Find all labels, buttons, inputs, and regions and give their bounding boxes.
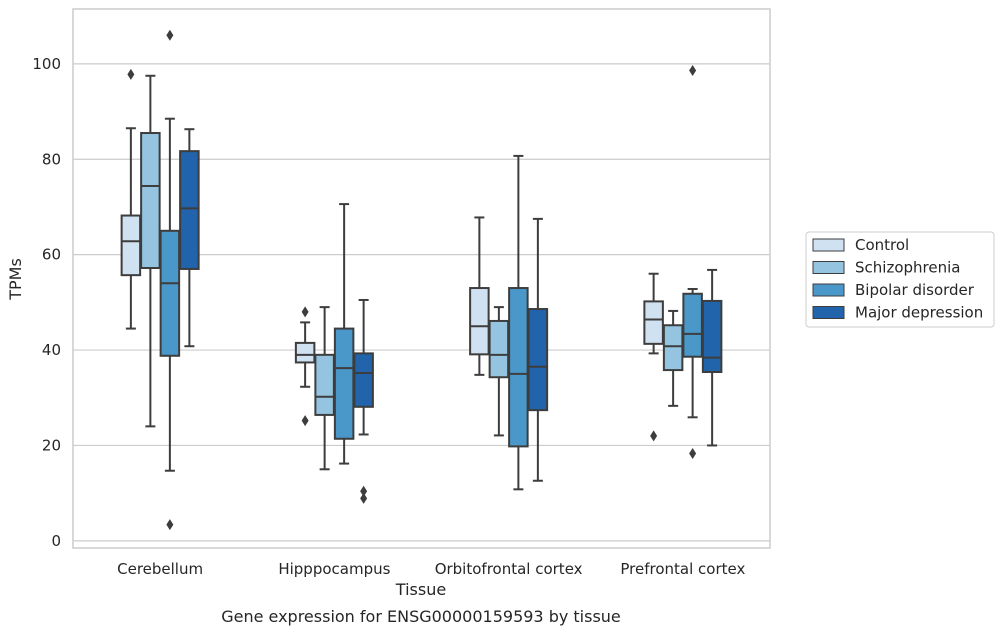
iqr-box [333, 327, 355, 440]
y-tick-label: 60 [42, 246, 61, 264]
box-major-depression-0 [179, 128, 200, 348]
y-axis-title: TPMs [6, 258, 25, 301]
iqr-box [294, 341, 316, 364]
legend-swatch [812, 306, 845, 319]
plot-area-frame [72, 8, 771, 549]
x-tick-labels: Cerebellum Hipppocampus Orbitofrontal cort… [117, 560, 745, 578]
legend-label: Schizophrenia [855, 259, 960, 277]
x-axis-title: Tissue [395, 580, 446, 599]
x-tick-label: Prefrontal cortex [620, 560, 745, 578]
y-tick-label: 80 [42, 150, 61, 168]
legend-label: Major depression [855, 304, 983, 322]
box-major-depression-1 [353, 298, 374, 504]
outlier-point [301, 415, 309, 427]
box-schizophrenia-0 [140, 74, 161, 428]
iqr-box [159, 229, 181, 357]
legend-label: Control [855, 236, 909, 254]
outlier-point [166, 29, 174, 41]
legend-swatch [812, 261, 845, 274]
iqr-box [469, 287, 490, 356]
iqr-box [120, 214, 142, 277]
iqr-box [701, 299, 723, 373]
box-control-2 [469, 216, 490, 376]
y-tick-label: 40 [42, 341, 61, 359]
outlier-point [689, 448, 697, 460]
box-major-depression-3 [701, 268, 723, 447]
iqr-box [643, 300, 664, 345]
outlier-point [689, 65, 697, 77]
iqr-box [314, 353, 335, 416]
iqr-box [488, 319, 510, 379]
outlier-point [360, 492, 368, 504]
iqr-box [179, 150, 200, 270]
iqr-box [662, 324, 684, 372]
box-bipolar-disorder-0 [159, 29, 181, 531]
box-control-3 [643, 272, 664, 442]
iqr-box [140, 132, 161, 270]
legend-swatch [812, 238, 845, 252]
legend-frame [805, 231, 995, 328]
x-tick-label: Cerebellum [117, 560, 203, 578]
box-groups [120, 29, 723, 531]
y-tick-label: 0 [51, 532, 61, 550]
y-tick-labels: 0 20 40 60 80 100 [32, 55, 61, 550]
outlier-point [127, 68, 135, 80]
outlier-point [360, 485, 368, 497]
box-bipolar-disorder-1 [333, 203, 355, 465]
iqr-box [527, 308, 549, 412]
box-control-1 [294, 306, 316, 427]
box-major-depression-2 [527, 217, 549, 482]
outlier-point [650, 430, 658, 442]
iqr-box [353, 352, 374, 408]
chart-title: Gene expression for ENSG00000159593 by t… [221, 607, 621, 626]
legend-swatch [812, 283, 845, 297]
x-tick-label: Hipppocampus [278, 560, 390, 578]
y-tick-label: 20 [42, 436, 61, 454]
iqr-box [682, 292, 703, 358]
legend: Control Schizophrenia Bipolar disorder Majo… [805, 231, 995, 328]
outlier-point [301, 306, 309, 318]
box-bipolar-disorder-3 [682, 65, 703, 460]
outlier-point [166, 519, 174, 531]
y-tick-label: 100 [32, 55, 61, 73]
iqr-box [508, 287, 529, 448]
x-tick-label: Orbitofrontal cortex [435, 560, 583, 578]
legend-label: Bipolar disorder [855, 281, 975, 299]
